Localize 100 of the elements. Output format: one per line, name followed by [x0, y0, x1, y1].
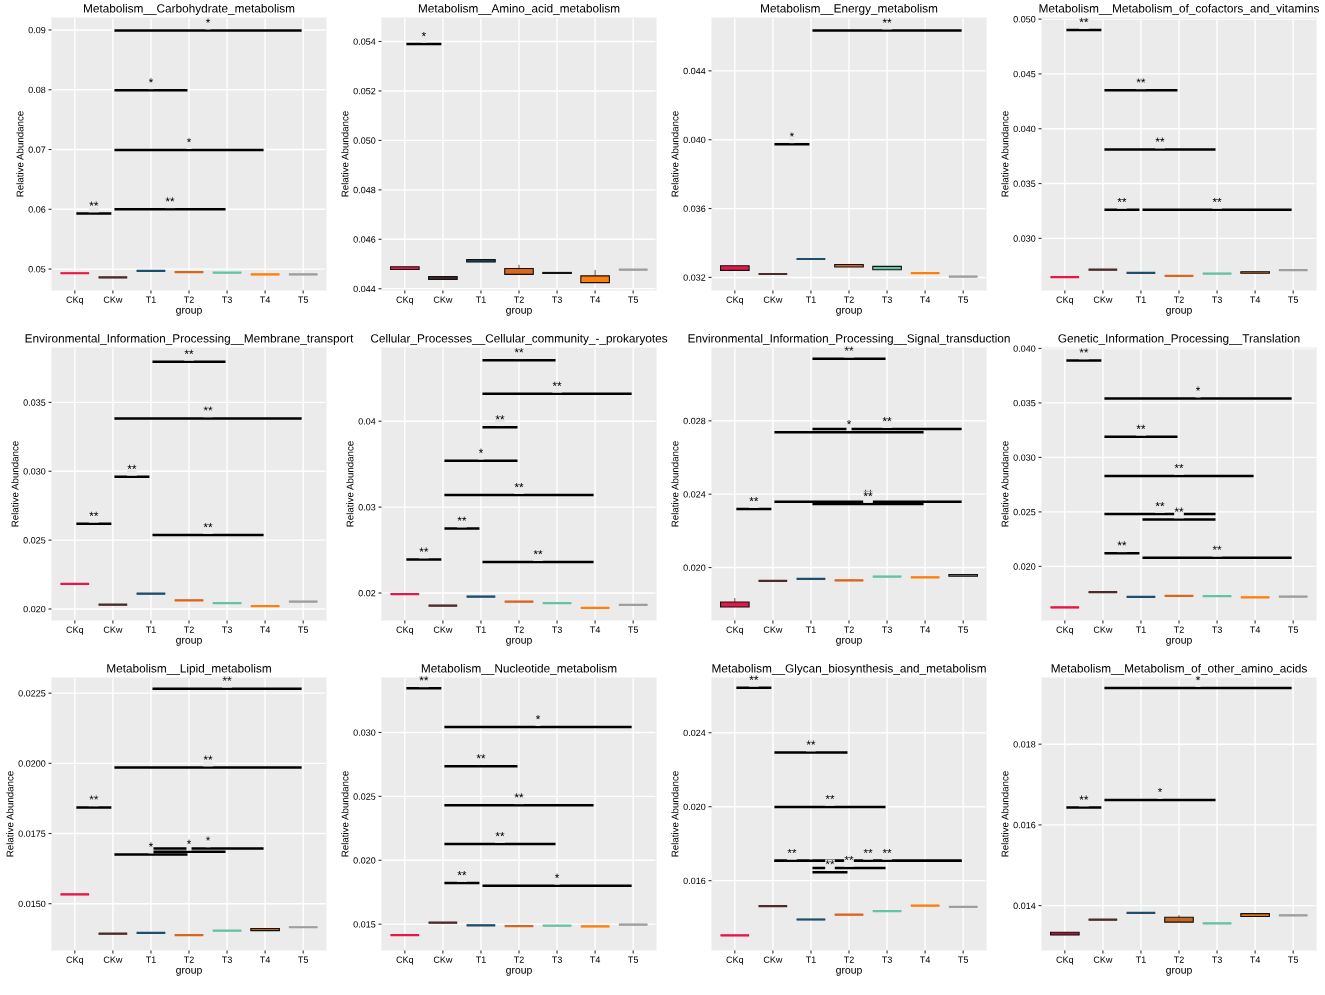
- annotation: *: [846, 420, 852, 425]
- y-axis-title: Relative Abundance: [11, 441, 19, 527]
- annotation: **: [749, 497, 759, 502]
- annotation: **: [1117, 541, 1127, 546]
- annotation: **: [882, 18, 892, 23]
- annotation: **: [457, 871, 467, 876]
- annotation: **: [514, 348, 524, 353]
- x-tick-label: T2: [513, 296, 524, 303]
- y-tick-label: 0.035: [1013, 180, 1036, 187]
- annotation: *: [205, 836, 211, 841]
- x-tick-label: CKq: [726, 626, 744, 635]
- annotation: **: [552, 381, 562, 386]
- x-tick-label: CKw: [103, 956, 123, 963]
- annotation: **: [1174, 507, 1184, 512]
- y-tick-label: 0.046: [353, 236, 376, 243]
- x-tick-label: T1: [1135, 626, 1146, 633]
- x-axis-title: group: [506, 638, 532, 646]
- annotation: **: [203, 406, 213, 411]
- x-tick-label: T3: [551, 626, 562, 633]
- annotation: **: [1174, 463, 1184, 469]
- y-tick-label: 0.030: [23, 468, 46, 475]
- y-tick-label: 0.050: [353, 137, 376, 144]
- annotation: **: [882, 417, 892, 422]
- x-tick-label: CKq: [726, 296, 744, 305]
- chart-title: Genetic_Information_Processing__Translation: [1058, 333, 1300, 345]
- y-axis-title: Relative Abundance: [346, 441, 354, 527]
- x-tick-label: T5: [628, 296, 639, 303]
- chart-title: Metabolism__Nucleotide_metabolism: [421, 663, 617, 675]
- chart-title: Metabolism__Energy_metabolism: [761, 3, 938, 15]
- annotation: *: [421, 32, 426, 37]
- annotation: **: [1079, 348, 1089, 353]
- x-tick-label: T5: [298, 626, 309, 633]
- y-tick-label: 0.0150: [18, 900, 46, 908]
- y-axis-title: Relative Abundance: [1001, 111, 1009, 197]
- x-tick-label: T4: [1250, 626, 1261, 633]
- chart-title: Environmental_Information_Processing__Signal_transduction: [688, 333, 1010, 345]
- x-tick-label: T1: [475, 956, 486, 963]
- x-tick-label: T5: [298, 956, 309, 963]
- y-tick-label: 0.06: [28, 206, 46, 213]
- x-tick-label: T2: [843, 626, 854, 633]
- y-axis-title: Relative Abundance: [341, 771, 349, 857]
- y-tick-label: 0.024: [683, 491, 706, 498]
- x-tick-label: T1: [805, 956, 816, 963]
- x-tick-label: CKw: [1093, 296, 1113, 303]
- x-tick-label: CKw: [103, 626, 123, 633]
- annotation: **: [1136, 78, 1146, 83]
- x-axis-title: group: [506, 308, 532, 316]
- x-tick-label: T4: [590, 956, 601, 963]
- x-tick-label: T3: [221, 956, 232, 963]
- x-tick-label: T4: [590, 626, 601, 633]
- annotation: **: [844, 855, 854, 861]
- x-tick-label: CKw: [1093, 956, 1113, 963]
- y-axis-title: Relative Abundance: [671, 111, 679, 197]
- y-tick-label: 0.0225: [18, 690, 46, 697]
- x-tick-label: CKw: [763, 296, 783, 303]
- annotation: **: [533, 550, 543, 555]
- y-tick-label: 0.0175: [18, 830, 46, 837]
- y-tick-label: 0.020: [683, 564, 706, 571]
- annotation: **: [495, 832, 505, 837]
- x-tick-label: T5: [1288, 296, 1299, 303]
- y-tick-label: 0.05: [28, 266, 46, 273]
- x-tick-label: T4: [1250, 956, 1261, 963]
- chart-title: Metabolism__Metabolism_of_other_amino_acids: [1051, 663, 1307, 675]
- x-tick-label: T4: [920, 956, 931, 963]
- x-tick-label: T3: [881, 626, 892, 633]
- annotation: **: [1155, 502, 1165, 507]
- chart-title: Metabolism__Glycan_biosynthesis_and_metabolism: [712, 663, 986, 675]
- x-tick-label: CKw: [763, 626, 783, 633]
- x-tick-label: T1: [1135, 956, 1146, 963]
- y-tick-label: 0.0200: [18, 760, 46, 767]
- x-tick-label: CKq: [396, 296, 414, 305]
- annotation: **: [1117, 197, 1127, 203]
- x-tick-label: T5: [1288, 626, 1299, 633]
- x-tick-label: CKw: [763, 956, 783, 963]
- y-axis-title: Relative Abundance: [671, 771, 679, 857]
- annotation: **: [203, 755, 213, 760]
- x-tick-label: T2: [843, 956, 854, 963]
- annotation: **: [863, 492, 873, 497]
- annotation: **: [1136, 424, 1146, 429]
- annotation: *: [186, 138, 192, 143]
- x-tick-label: CKq: [66, 956, 84, 965]
- x-tick-label: T2: [843, 296, 854, 303]
- annotation: **: [222, 676, 232, 681]
- y-tick-label: 0.03: [358, 504, 376, 511]
- annotation: **: [514, 483, 524, 488]
- y-tick-label: 0.014: [1013, 902, 1036, 909]
- x-tick-label: T2: [513, 956, 524, 963]
- y-tick-label: 0.040: [1013, 345, 1036, 352]
- annotation: *: [1195, 676, 1201, 681]
- x-axis-title: group: [176, 638, 202, 646]
- annotation: *: [554, 873, 560, 878]
- annotation: **: [165, 197, 175, 202]
- y-tick-label: 0.015: [353, 921, 376, 928]
- annotation: **: [1212, 545, 1222, 550]
- x-tick-label: CKw: [1093, 626, 1113, 633]
- x-tick-label: CKw: [433, 296, 453, 303]
- x-tick-label: T4: [260, 626, 271, 633]
- x-tick-label: CKq: [726, 956, 744, 965]
- y-tick-label: 0.016: [1013, 821, 1036, 829]
- x-tick-label: T4: [590, 296, 601, 303]
